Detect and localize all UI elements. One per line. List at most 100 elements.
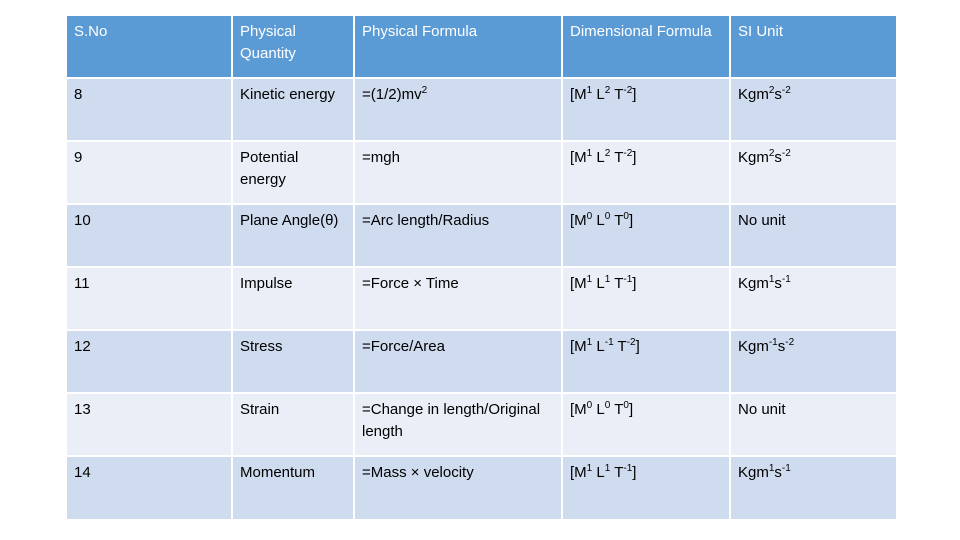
dim-l-exp: 1	[604, 274, 611, 285]
unit-mid: s	[774, 86, 782, 103]
cell-sno: 8	[65, 77, 233, 142]
dim-m-exp: 0	[586, 400, 593, 411]
unit-base: Kgm	[738, 464, 769, 481]
unit-base: Kgm	[738, 86, 769, 103]
cell-sno: 13	[65, 392, 233, 457]
cell-quantity: Momentum	[231, 455, 355, 521]
unit-mid: s	[777, 338, 786, 355]
cell-sno: 10	[65, 203, 233, 268]
cell-formula: =Force/Area	[353, 329, 563, 394]
table-row: 8 Kinetic energy =(1/2)mv2 [M1 L2 T-2] K…	[65, 77, 898, 142]
cell-si-unit: No unit	[729, 392, 898, 457]
cell-si-unit: No unit	[729, 203, 898, 268]
cell-formula: =Arc length/Radius	[353, 203, 563, 268]
formula-text: =mgh	[362, 149, 400, 166]
unit-exp-2: -2	[781, 148, 791, 159]
formula-text: =Arc length/Radius	[362, 212, 490, 229]
unit-exp-2: -2	[785, 337, 795, 348]
formula-text: =Mass × velocity	[362, 464, 474, 481]
unit-mid: s	[774, 464, 782, 481]
dim-t-exp: -2	[626, 337, 636, 348]
table-row: 12 Stress =Force/Area [M1 L-1 T-2] Kgm-1…	[65, 329, 898, 394]
dim-t-exp: 0	[623, 400, 629, 411]
cell-si-unit: Kgm2s-2	[729, 140, 898, 205]
unit-exp-1: 2	[768, 85, 775, 96]
cell-quantity: Strain	[231, 392, 355, 457]
dim-l-exp: 0	[604, 400, 611, 411]
cell-sno: 11	[65, 266, 233, 331]
cell-sno: 9	[65, 140, 233, 205]
cell-quantity: Stress	[231, 329, 355, 394]
dim-m-exp: 1	[586, 463, 593, 474]
dim-l-exp: 2	[604, 148, 611, 159]
unit-exp-2: -1	[781, 274, 791, 285]
unit-base: Kgm	[738, 338, 769, 355]
cell-formula: =Force × Time	[353, 266, 563, 331]
dim-m-exp: 0	[586, 211, 593, 222]
cell-dimensional: [M0 L0 T0]	[561, 392, 731, 457]
unit-exp-1: 1	[768, 463, 775, 474]
unit-mid: s	[774, 149, 782, 166]
cell-formula: =mgh	[353, 140, 563, 205]
dim-m-exp: 1	[586, 337, 593, 348]
dim-t-exp: -1	[623, 463, 633, 474]
cell-dimensional: [M1 L2 T-2]	[561, 140, 731, 205]
formula-exponent: 2	[421, 85, 428, 96]
cell-dimensional: [M1 L-1 T-2]	[561, 329, 731, 394]
cell-formula: =(1/2)mv2	[353, 77, 563, 142]
unit-exp-1: 1	[768, 274, 775, 285]
cell-si-unit: Kgm2s-2	[729, 77, 898, 142]
table-row: 13 Strain =Change in length/Original len…	[65, 392, 898, 457]
cell-si-unit: Kgm1s-1	[729, 266, 898, 331]
table-row: 11 Impulse =Force × Time [M1 L1 T-1] Kgm…	[65, 266, 898, 331]
header-physical-formula: Physical Formula	[353, 14, 563, 79]
cell-dimensional: [M1 L1 T-1]	[561, 455, 731, 521]
table-row: 9 Potential energy =mgh [M1 L2 T-2] Kgm2…	[65, 140, 898, 205]
dim-m-exp: 1	[586, 148, 593, 159]
unit-base: Kgm	[738, 275, 769, 292]
dim-t-exp: 0	[623, 211, 629, 222]
table-row: 10 Plane Angle(θ) =Arc length/Radius [M0…	[65, 203, 898, 268]
cell-formula: =Mass × velocity	[353, 455, 563, 521]
dim-l-exp: -1	[604, 337, 614, 348]
unit-exp-1: 2	[768, 148, 775, 159]
dim-l-exp: 1	[604, 463, 611, 474]
unit-base: No unit	[738, 401, 786, 418]
cell-si-unit: Kgm-1s-2	[729, 329, 898, 394]
dim-m-exp: 1	[586, 274, 593, 285]
unit-exp-2: -1	[781, 463, 791, 474]
cell-quantity: Potential energy	[231, 140, 355, 205]
cell-quantity: Kinetic energy	[231, 77, 355, 142]
dim-t-exp: -2	[623, 85, 633, 96]
cell-si-unit: Kgm1s-1	[729, 455, 898, 521]
header-physical-quantity: Physical Quantity	[231, 14, 355, 79]
cell-sno: 14	[65, 455, 233, 521]
dim-l-exp: 2	[604, 85, 611, 96]
physics-quantities-table: S.No Physical Quantity Physical Formula …	[65, 14, 898, 521]
formula-text: =(1/2)mv	[362, 86, 422, 103]
cell-dimensional: [M1 L2 T-2]	[561, 77, 731, 142]
table-header-row: S.No Physical Quantity Physical Formula …	[65, 14, 898, 79]
cell-sno: 12	[65, 329, 233, 394]
formula-text: =Force/Area	[362, 338, 445, 355]
unit-exp-2: -2	[781, 85, 791, 96]
dim-t-exp: -1	[623, 274, 633, 285]
cell-quantity: Plane Angle(θ)	[231, 203, 355, 268]
dim-m-exp: 1	[586, 85, 593, 96]
cell-dimensional: [M1 L1 T-1]	[561, 266, 731, 331]
cell-formula: =Change in length/Original length	[353, 392, 563, 457]
formula-text: =Force × Time	[362, 275, 459, 292]
dim-l-exp: 0	[604, 211, 611, 222]
unit-base: No unit	[738, 212, 786, 229]
dim-t-exp: -2	[623, 148, 633, 159]
cell-dimensional: [M0 L0 T0]	[561, 203, 731, 268]
header-si-unit: SI Unit	[729, 14, 898, 79]
cell-quantity: Impulse	[231, 266, 355, 331]
header-dimensional-formula: Dimensional Formula	[561, 14, 731, 79]
header-sno: S.No	[65, 14, 233, 79]
formula-text: =Change in length/Original length	[362, 401, 541, 440]
unit-mid: s	[774, 275, 782, 292]
table-row: 14 Momentum =Mass × velocity [M1 L1 T-1]…	[65, 455, 898, 521]
unit-base: Kgm	[738, 149, 769, 166]
unit-exp-1: -1	[768, 337, 778, 348]
